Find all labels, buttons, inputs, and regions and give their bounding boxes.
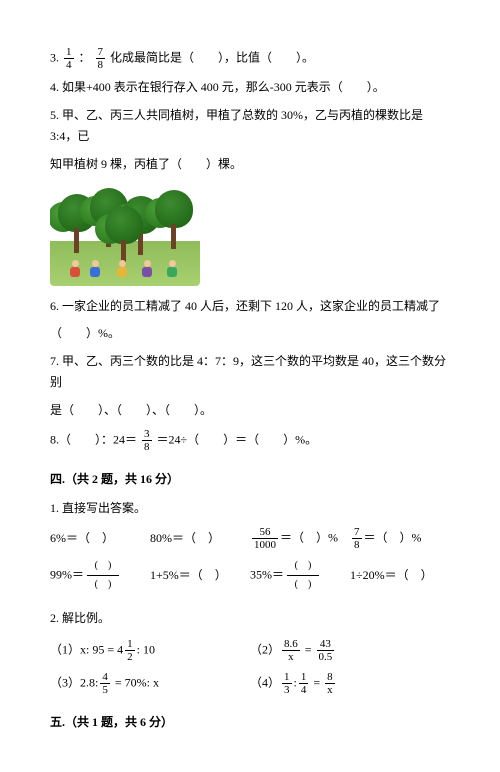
eq3-fraction: 45 — [100, 671, 110, 696]
question-3: 3. 1 4 ： 7 8 化成最简比是（ ），比值（ ）。 — [50, 46, 450, 71]
calc-r2-c1: 99%＝ ( )( ) — [50, 557, 150, 594]
section-5-title: 五.（共 1 题，共 6 分） — [50, 712, 450, 734]
equation-row-1: （1）x: 95 = 412: 10 （2）8.6x = 430.5 — [50, 638, 450, 663]
question-8: 8.（ ）：24＝ 3 8 ＝24÷（ ）＝（ ）%。 — [50, 428, 450, 453]
equation-3: （3）2.8:45 = 70%: x — [50, 671, 250, 696]
calc-r1-c4-fraction: 7 8 — [352, 526, 362, 551]
question-5-line2: 知甲植树 9 棵，丙植了（ ）棵。 — [50, 154, 450, 176]
equation-2: （2）8.6x = 430.5 — [250, 638, 450, 663]
calc-row-2: 99%＝ ( )( ) 1+5%＝（ ） 35%＝ ( )( ) 1÷20%＝（… — [50, 557, 450, 594]
eq4-frac-b: 14 — [299, 671, 309, 696]
equation-row-2: （3）2.8:45 = 70%: x （4）13:14 = 8x — [50, 671, 450, 696]
eq4-frac-c: 8x — [325, 671, 335, 696]
eq4-frac-a: 13 — [282, 671, 292, 696]
q8-post: ＝24÷（ ）＝（ ）%。 — [157, 432, 318, 446]
calc-r1-c4: 7 8 ＝（ ）% — [350, 526, 450, 551]
q3-tail: 化成最简比是（ ），比值（ ）。 — [110, 50, 314, 64]
calc-r1-c1: 6%＝（ ） — [50, 528, 150, 550]
q3-colon: ： — [79, 50, 91, 64]
calc-r1-c3-fraction: 56 1000 — [252, 526, 278, 551]
q8-fraction: 3 8 — [142, 428, 152, 453]
eq2-right-fraction: 430.5 — [317, 638, 335, 663]
q3-fraction-1: 1 4 — [64, 46, 74, 71]
calc-r2-c4: 1÷20%＝（ ） — [350, 565, 450, 587]
section-4-q2: 2. 解比例。 — [50, 608, 450, 630]
question-6-line2: （ ）%。 — [50, 323, 450, 345]
q3-number: 3. — [50, 50, 59, 64]
calc-r2-c3: 35%＝ ( )( ) — [250, 557, 350, 594]
blank-fraction-2: ( )( ) — [287, 557, 319, 594]
calc-r2-c2: 1+5%＝（ ） — [150, 565, 250, 587]
question-7-line2: 是（ ）、（ ）、（ ）。 — [50, 400, 450, 422]
section-4-title: 四.（共 2 题，共 16 分） — [50, 469, 450, 491]
question-4: 4. 如果+400 表示在银行存入 400 元，那么-300 元表示（ ）。 — [50, 77, 450, 99]
question-6-line1: 6. 一家企业的员工精减了 40 人后，还剩下 120 人，这家企业的员工精减了 — [50, 296, 450, 318]
equation-1: （1）x: 95 = 412: 10 — [50, 638, 250, 663]
tree-planting-illustration — [50, 186, 200, 286]
question-5-line1: 5. 甲、乙、丙三人共同植树，甲植了总数的 30%，乙与丙植的棵数比是 3:4，… — [50, 105, 450, 148]
calc-row-1: 6%＝（ ） 80%＝（ ） 56 1000 ＝（ ）% 7 8 ＝（ ）% — [50, 526, 450, 551]
q8-pre: 8.（ ）：24＝ — [50, 432, 137, 446]
blank-fraction-1: ( )( ) — [87, 557, 119, 594]
calc-r1-c2: 80%＝（ ） — [150, 528, 250, 550]
section-4-q1: 1. 直接写出答案。 — [50, 498, 450, 520]
question-7-line1: 7. 甲、乙、丙三个数的比是 4：7：9，这三个数的平均数是 40，这三个数分别 — [50, 351, 450, 394]
q3-fraction-2: 7 8 — [96, 46, 106, 71]
calc-r1-c3: 56 1000 ＝（ ）% — [250, 526, 350, 551]
eq2-left-fraction: 8.6x — [282, 638, 300, 663]
eq1-fraction: 12 — [125, 638, 135, 663]
equation-4: （4）13:14 = 8x — [250, 671, 450, 696]
